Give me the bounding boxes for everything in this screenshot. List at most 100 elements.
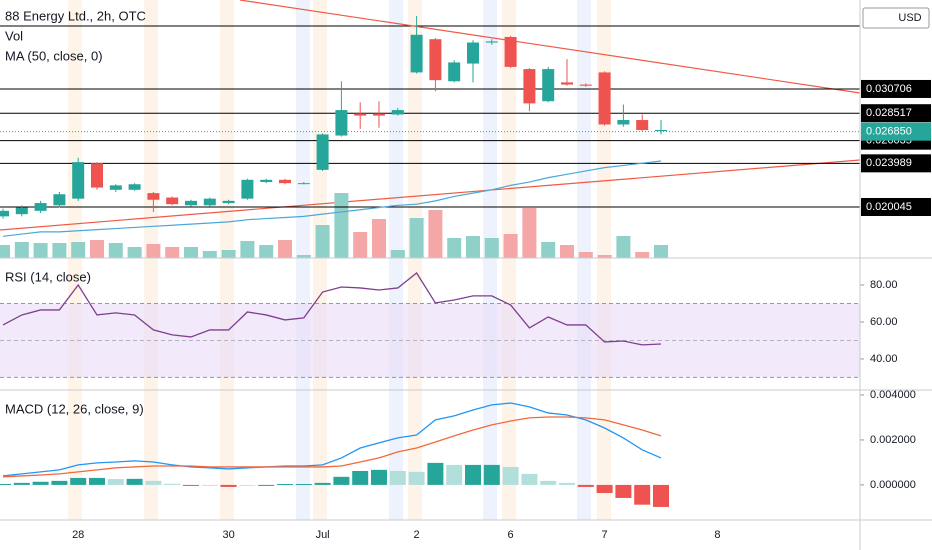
volume-bar	[353, 232, 368, 258]
histogram-bar	[89, 477, 105, 485]
candle-body	[354, 113, 367, 116]
histogram-bar	[540, 480, 557, 485]
volume-bar	[578, 252, 593, 258]
candle-body	[655, 129, 667, 131]
chart-title: 88 Energy Ltd., 2h, OTC	[5, 8, 146, 23]
histogram-bar	[465, 464, 481, 485]
histogram-bar	[653, 484, 669, 507]
histogram-bar	[502, 466, 519, 485]
candle-body	[410, 34, 423, 73]
candle-body	[260, 179, 273, 183]
rsi-line	[2, 272, 662, 346]
volume-bar	[71, 242, 86, 258]
volume-bar	[372, 219, 386, 258]
candle-body	[504, 36, 517, 67]
histogram-bar	[70, 477, 87, 485]
plot: 0.0307060.0285170.0260350.0239890.020045…	[0, 15, 931, 541]
price-label-box	[861, 154, 931, 173]
ma-line	[2, 160, 662, 237]
volume-bar	[560, 245, 574, 258]
histogram-bar	[371, 469, 387, 485]
volume-bar	[484, 238, 499, 258]
price-label-box	[861, 79, 931, 98]
candle-body	[147, 193, 160, 200]
candle-body	[72, 162, 85, 199]
candle-body	[542, 69, 555, 102]
volume-bar	[14, 242, 29, 258]
currency: USD	[898, 12, 921, 24]
candle-body	[523, 69, 536, 104]
candle-body	[53, 194, 66, 206]
histogram-bar	[521, 473, 538, 485]
candle-body	[467, 42, 479, 64]
candle-body	[241, 179, 254, 199]
volume-bar	[202, 251, 217, 258]
volume-bar	[165, 247, 180, 258]
volume-label: Vol	[5, 28, 23, 43]
volume-bar	[447, 238, 462, 258]
x-tick-label: 2	[414, 529, 420, 541]
candle-body	[485, 41, 498, 43]
y-tick-label: 0.004000	[870, 389, 916, 401]
histogram-bar	[577, 484, 594, 487]
candle-body	[15, 207, 28, 215]
volume-bar	[597, 255, 612, 258]
candle-body	[636, 120, 649, 130]
volume-bar	[52, 243, 67, 258]
volume-bar	[315, 225, 330, 258]
histogram-bar	[32, 481, 49, 485]
candle-body	[0, 210, 9, 217]
candle-body	[373, 113, 385, 116]
volume-bar	[108, 243, 123, 258]
histogram-bar	[126, 478, 143, 485]
candle-body	[279, 179, 291, 184]
last-price-label: 0.026850	[866, 126, 912, 138]
volume-bar	[146, 244, 161, 258]
candle-body	[91, 163, 103, 188]
last-price-box	[861, 122, 931, 141]
volume-bar	[409, 218, 424, 258]
candle-body	[316, 134, 329, 170]
price-label-box	[861, 198, 931, 217]
price-label: 0.020045	[866, 201, 912, 213]
volume-bar	[296, 255, 311, 258]
currency-badge[interactable]	[862, 7, 930, 29]
candle-body	[166, 197, 179, 205]
histogram-bar	[408, 471, 425, 485]
y-tick-label: 0.002000	[870, 434, 916, 446]
histogram-bar	[596, 484, 613, 494]
histogram-bar	[201, 484, 218, 486]
histogram-bar	[277, 484, 293, 486]
y-tick-label: 60.00	[870, 316, 898, 328]
price-label: 0.023989	[866, 157, 912, 169]
x-tick-label: Jul	[316, 529, 330, 541]
candle-body	[222, 200, 235, 204]
histogram-bar	[295, 484, 312, 486]
candle-body	[109, 185, 122, 190]
trend-line	[239, 0, 861, 94]
candle-body	[448, 62, 461, 82]
volume-bar	[184, 247, 198, 258]
volume-bar	[334, 193, 349, 258]
volume-bar	[278, 240, 292, 258]
histogram-bar	[615, 484, 632, 498]
x-tick-label: 28	[72, 529, 84, 541]
histogram-bar	[333, 476, 350, 485]
signal-line	[2, 416, 662, 478]
candle-body	[617, 120, 630, 125]
candle-body	[598, 72, 611, 125]
price-label-box	[861, 104, 931, 123]
trend-line	[0, 159, 861, 231]
histogram-bar	[164, 483, 181, 485]
y-tick-label: 0.000000	[870, 479, 916, 491]
x-tick-label: 30	[222, 529, 234, 541]
macd-title: MACD (12, 26, close, 9)	[5, 401, 144, 416]
volume-bar	[390, 250, 405, 258]
candle-body	[391, 110, 404, 115]
volume-bar	[522, 208, 537, 258]
histogram-bar	[183, 484, 199, 486]
price-label: 0.030706	[866, 83, 912, 95]
histogram-bar	[13, 482, 30, 485]
volume-bar	[33, 243, 48, 258]
volume-bar	[616, 236, 631, 258]
